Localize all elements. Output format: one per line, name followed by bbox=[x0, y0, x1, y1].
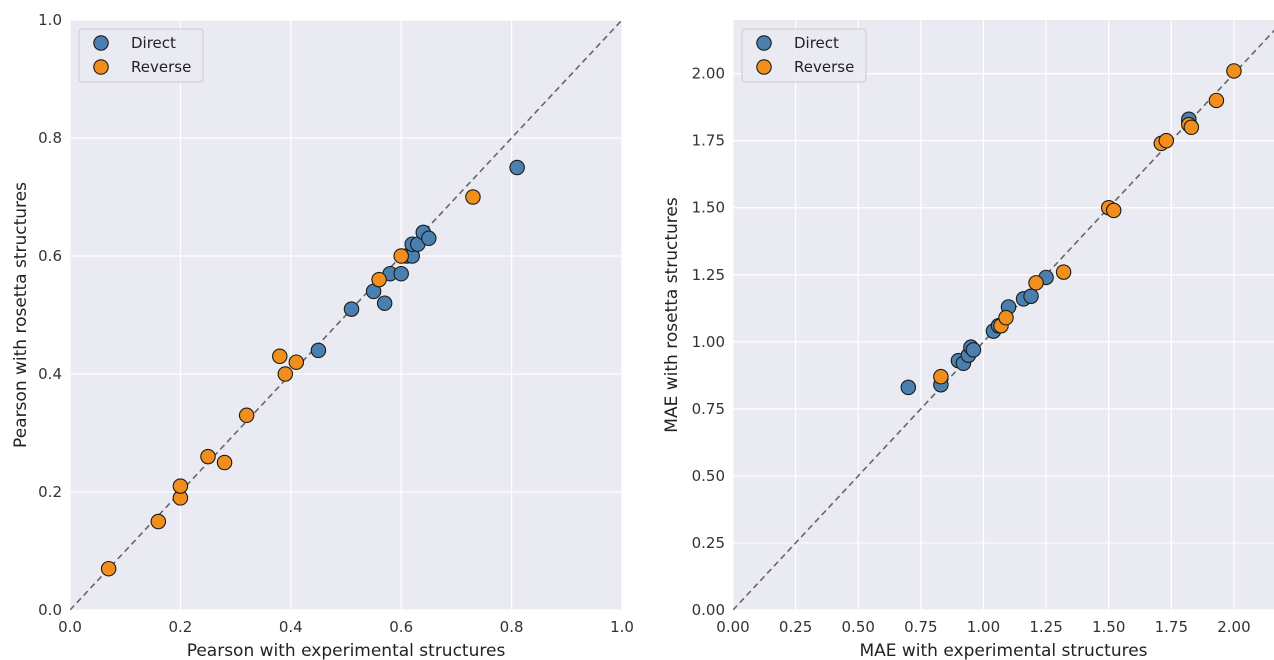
pearson-reverse-point bbox=[172, 478, 189, 494]
mae-series-reverse bbox=[933, 63, 1242, 385]
mae-reverse-point bbox=[1158, 132, 1175, 149]
pearson-direct-point bbox=[393, 265, 409, 282]
pearson-legend-label-reverse: Reverse bbox=[131, 58, 191, 76]
mae-direct-point bbox=[900, 379, 917, 396]
mae-x-tick-label: 1.75 bbox=[1155, 618, 1188, 636]
mae-y-tick-label: 0.50 bbox=[692, 467, 725, 485]
mae-reverse-point bbox=[1183, 119, 1200, 136]
mae-reverse-point bbox=[1105, 202, 1122, 219]
pearson-x-tick-label: 0.8 bbox=[500, 618, 524, 636]
mae-legend-marker-reverse bbox=[756, 59, 772, 75]
pearson-x-tick-label: 1.0 bbox=[610, 618, 634, 636]
mae-scatter-chart: 0.00 0.25 0.50 0.75 1.00 1.25 1.50 1.75 2.00 0.00… bbox=[662, 20, 1274, 660]
pearson-legend-marker-direct bbox=[93, 35, 109, 51]
pearson-x-axis-label: Pearson with experimental structures bbox=[187, 641, 506, 660]
mae-x-tick-label: 1.25 bbox=[1029, 618, 1062, 636]
mae-reverse-point bbox=[1055, 264, 1072, 280]
mae-y-tick-label: 0.25 bbox=[692, 534, 725, 552]
pearson-y-tick-label: 0.8 bbox=[38, 129, 62, 147]
pearson-reverse-point bbox=[371, 271, 387, 288]
mae-legend-box bbox=[741, 28, 867, 83]
mae-legend-marker-direct bbox=[756, 35, 772, 51]
mae-y-tick-label: 1.00 bbox=[692, 333, 725, 351]
pearson-reverse-point bbox=[272, 348, 288, 365]
pearson-x-tick-label: 0.0 bbox=[58, 618, 82, 636]
pearson-reverse-point bbox=[150, 513, 167, 530]
pearson-legend-box bbox=[78, 28, 204, 83]
mae-x-axis-label: MAE with experimental structures bbox=[859, 641, 1147, 660]
mae-y-tick-label: 2.00 bbox=[692, 65, 725, 83]
pearson-direct-point bbox=[343, 301, 360, 317]
mae-direct-point bbox=[965, 342, 982, 358]
mae-x-tick-label: 2.00 bbox=[1217, 618, 1250, 636]
mae-x-tick-label: 0.75 bbox=[904, 618, 937, 636]
pearson-series-reverse bbox=[100, 189, 481, 577]
pearson-y-axis-label: Pearson with rosetta structures bbox=[11, 182, 31, 448]
pearson-x-tick-label: 0.6 bbox=[389, 618, 413, 636]
pearson-direct-point bbox=[421, 230, 437, 247]
pearson-y-tick-label: 0.4 bbox=[38, 365, 62, 383]
pearson-direct-point bbox=[509, 159, 525, 176]
pearson-y-tick-label: 0.0 bbox=[38, 601, 62, 619]
mae-legend-label-direct: Direct bbox=[794, 34, 839, 52]
pearson-direct-point bbox=[376, 295, 393, 311]
mae-x-tick-label: 1.50 bbox=[1092, 618, 1125, 636]
mae-reverse-point bbox=[1226, 63, 1242, 79]
pearson-scatter-chart: 0.0 0.2 0.4 0.6 0.8 1.0 0.0 0.2 0.4 0.6 0.8 1.0 Pear… bbox=[11, 11, 634, 660]
mae-legend-label-reverse: Reverse bbox=[794, 58, 854, 76]
pearson-y-tick-label: 0.2 bbox=[38, 483, 62, 501]
pearson-direct-point bbox=[310, 342, 327, 359]
pearson-reverse-point bbox=[288, 354, 305, 370]
mae-x-tick-label: 1.00 bbox=[967, 618, 1000, 636]
mae-x-tick-label: 0.25 bbox=[779, 618, 812, 636]
pearson-reverse-point bbox=[465, 189, 481, 205]
mae-reverse-point bbox=[1208, 92, 1225, 109]
mae-x-tick-label: 0.50 bbox=[842, 618, 875, 636]
mae-x-tick-label: 0.00 bbox=[716, 618, 749, 636]
mae-y-tick-label: 0.00 bbox=[692, 601, 725, 619]
pearson-reverse-point bbox=[393, 248, 409, 264]
pearson-x-tick-label: 0.4 bbox=[279, 618, 303, 636]
pearson-x-tick-label: 0.2 bbox=[168, 618, 192, 636]
mae-reverse-point bbox=[933, 368, 949, 385]
mae-legend: Direct Reverse bbox=[741, 28, 867, 83]
mae-direct-point bbox=[1023, 288, 1039, 304]
mae-reverse-point bbox=[1028, 275, 1044, 291]
pearson-reverse-point bbox=[216, 454, 233, 471]
pearson-reverse-point bbox=[238, 407, 255, 424]
mae-y-tick-label: 1.50 bbox=[692, 199, 725, 217]
pearson-legend-marker-reverse bbox=[93, 59, 109, 75]
pearson-identity-line bbox=[70, 20, 622, 610]
pearson-legend: Direct Reverse bbox=[78, 28, 204, 83]
mae-y-tick-label: 1.75 bbox=[692, 132, 725, 150]
pearson-reverse-point bbox=[100, 560, 117, 577]
pearson-y-tick-label: 1.0 bbox=[38, 11, 62, 29]
pearson-reverse-point bbox=[277, 366, 294, 382]
mae-reverse-point bbox=[998, 309, 1014, 326]
mae-y-tick-label: 1.25 bbox=[692, 266, 725, 284]
mae-y-tick-label: 0.75 bbox=[692, 400, 725, 418]
pearson-legend-label-direct: Direct bbox=[131, 34, 176, 52]
mae-y-axis-label: MAE with rosetta structures bbox=[662, 197, 682, 433]
pearson-reverse-point bbox=[200, 448, 216, 465]
pearson-y-tick-label: 0.6 bbox=[38, 247, 62, 265]
